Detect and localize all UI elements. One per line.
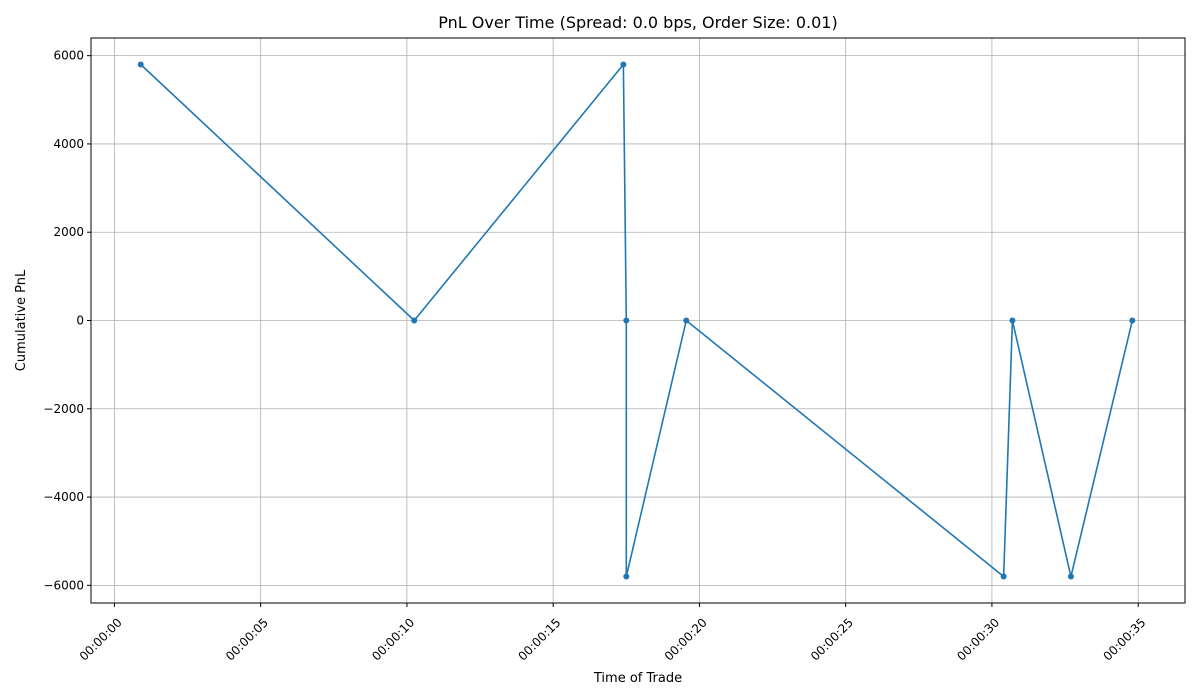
y-tick-label: −4000 bbox=[43, 490, 84, 504]
chart-title: PnL Over Time (Spread: 0.0 bps, Order Si… bbox=[438, 13, 837, 32]
series-line bbox=[140, 63, 1134, 578]
data-point bbox=[1009, 317, 1016, 324]
data-point bbox=[620, 61, 627, 68]
y-tick-label: 2000 bbox=[53, 225, 84, 239]
grid bbox=[91, 38, 1185, 603]
x-axis-label: Time of Trade bbox=[593, 671, 682, 686]
y-tick-label: −6000 bbox=[43, 578, 84, 592]
data-point bbox=[623, 573, 630, 580]
data-point bbox=[623, 317, 630, 324]
data-point bbox=[137, 61, 144, 68]
data-point bbox=[411, 317, 418, 324]
data-point bbox=[1067, 573, 1074, 580]
y-tick-label: 4000 bbox=[53, 137, 84, 151]
y-tick-label: −2000 bbox=[43, 402, 84, 416]
y-axis-ticks: −6000 −4000 −2000 0 2000 4000 6000 bbox=[43, 49, 91, 592]
data-point bbox=[683, 317, 690, 324]
y-tick-label: 6000 bbox=[53, 49, 84, 63]
series-layer bbox=[137, 61, 1136, 580]
y-tick-label: 0 bbox=[76, 314, 84, 328]
y-axis-label: Cumulative PnL bbox=[14, 269, 29, 371]
data-point bbox=[1000, 573, 1007, 580]
data-point bbox=[1129, 317, 1136, 324]
